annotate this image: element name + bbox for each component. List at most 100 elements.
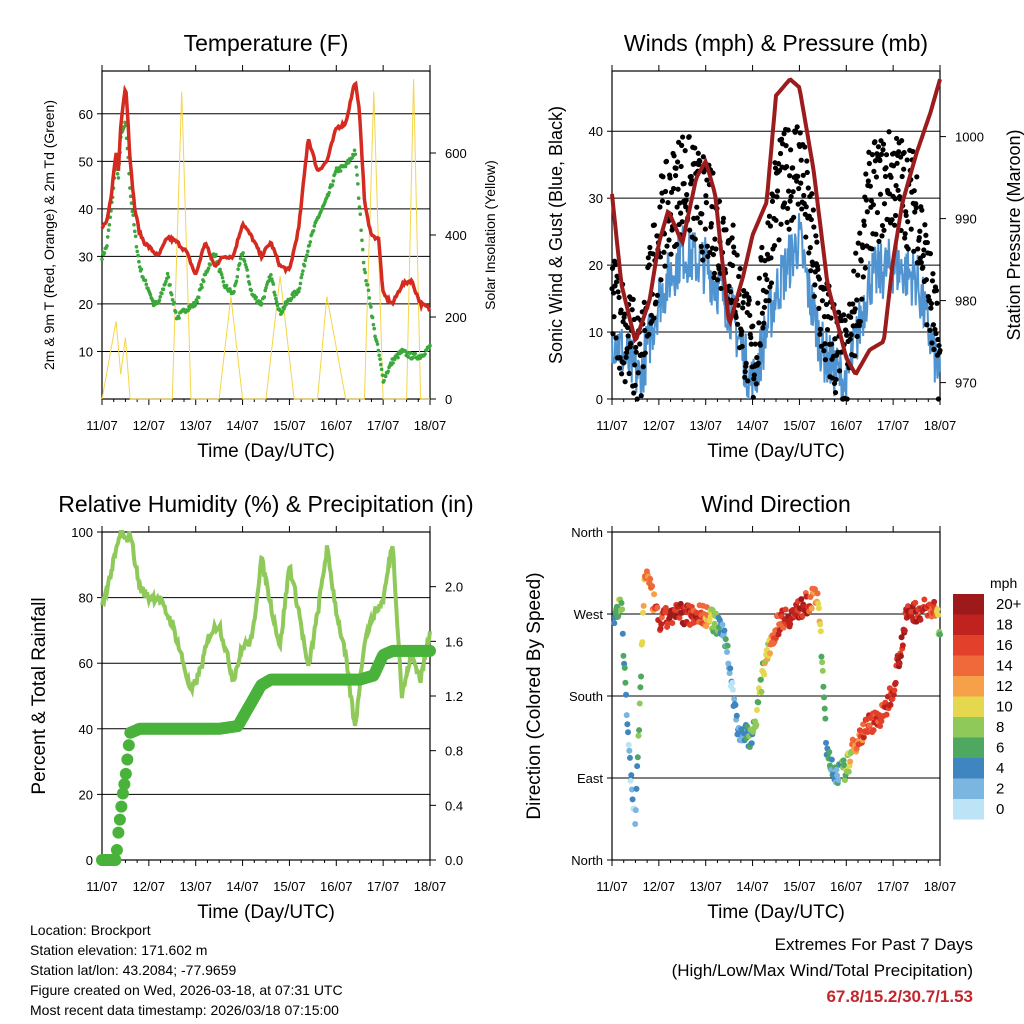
gust-point xyxy=(790,165,796,171)
x-tick-label: 11/07 xyxy=(86,879,118,894)
gust-point xyxy=(937,347,943,354)
direction-point xyxy=(870,727,877,734)
dewpoint-point xyxy=(105,244,109,248)
dewpoint-point xyxy=(361,260,366,265)
x-tick-label: 17/07 xyxy=(877,879,910,894)
direction-point xyxy=(664,620,671,627)
dewpoint-point xyxy=(219,272,224,277)
gust-point xyxy=(854,333,860,340)
y-axis-label: 2m & 9m T (Red, Orange) & 2m Td (Green) xyxy=(41,100,57,370)
dewpoint-point xyxy=(413,351,418,356)
direction-point xyxy=(847,758,854,765)
gust-point xyxy=(911,248,917,254)
gust-point xyxy=(767,223,774,229)
direction-point xyxy=(931,598,938,605)
direction-point xyxy=(758,688,765,695)
gust-point xyxy=(769,198,776,204)
x-tick-label: 13/07 xyxy=(689,879,722,894)
gust-point xyxy=(613,279,620,285)
gust-point xyxy=(935,336,941,343)
dewpoint-point xyxy=(300,272,304,277)
gust-point xyxy=(823,301,830,308)
y2-tick-label: 0.0 xyxy=(445,853,463,868)
dewpoint-point xyxy=(206,266,211,270)
direction-point xyxy=(849,736,856,743)
gust-point xyxy=(894,135,900,142)
gust-point xyxy=(704,243,710,249)
gust-point xyxy=(922,222,928,228)
gust-point xyxy=(626,370,632,377)
legend-label: 0 xyxy=(996,801,1004,818)
direction-point xyxy=(860,721,867,728)
gust-point xyxy=(662,263,668,269)
direction-point xyxy=(625,729,632,736)
gust-point xyxy=(631,390,637,396)
gust-point xyxy=(921,247,927,253)
x-tick-label: 17/07 xyxy=(877,418,910,433)
gust-point xyxy=(879,222,886,229)
direction-point xyxy=(755,699,762,706)
gust-point xyxy=(790,189,796,195)
gust-point xyxy=(831,380,838,387)
direction-point xyxy=(719,621,726,628)
dewpoint-point xyxy=(134,244,139,249)
y2-tick-label: 970 xyxy=(955,376,977,391)
dewpoint-point xyxy=(275,303,280,308)
gust-point xyxy=(633,349,639,355)
gust-point xyxy=(662,188,669,195)
gust-point xyxy=(775,161,782,167)
gust-point xyxy=(618,307,624,313)
direction-point xyxy=(640,602,647,609)
gust-point xyxy=(869,246,875,252)
gust-point xyxy=(699,249,705,255)
gust-point xyxy=(762,272,769,278)
dewpoint-point xyxy=(359,228,363,233)
gust-point xyxy=(913,201,919,207)
dewpoint-point xyxy=(195,300,199,304)
station-location: Location: Brockport xyxy=(30,922,151,938)
gust-point xyxy=(828,341,835,347)
gust-point xyxy=(824,326,831,333)
direction-point xyxy=(627,777,634,784)
direction-point xyxy=(711,620,718,627)
legend-label: 14 xyxy=(996,658,1013,675)
precip-point xyxy=(116,787,129,800)
gust-point xyxy=(697,220,703,226)
direction-point xyxy=(637,684,644,691)
gust-point xyxy=(893,183,899,189)
legend-swatch xyxy=(953,635,984,656)
direction-point xyxy=(731,695,738,702)
dewpoint-point xyxy=(274,296,278,301)
dewpoint-point xyxy=(360,238,364,243)
gust-point xyxy=(712,236,718,242)
gust-point xyxy=(854,297,860,303)
gust-point xyxy=(634,396,640,402)
y-tick-label: 40 xyxy=(79,722,93,737)
gust-point xyxy=(726,283,732,289)
gust-point xyxy=(718,285,724,292)
gust-point xyxy=(804,158,810,164)
direction-point xyxy=(620,652,627,659)
gust-point xyxy=(798,157,804,163)
dewpoint-point xyxy=(352,148,357,153)
gust-point xyxy=(750,323,756,329)
gust-point xyxy=(878,151,885,157)
dewpoint-point xyxy=(165,271,170,276)
gust-point xyxy=(677,200,683,206)
gust-point xyxy=(622,379,628,385)
direction-point xyxy=(820,683,827,690)
direction-point xyxy=(726,670,733,677)
direction-point xyxy=(636,700,643,707)
x-tick-label: 11/07 xyxy=(596,879,628,894)
y-tick-label: 0 xyxy=(596,392,603,407)
gust-point xyxy=(863,197,869,203)
dewpoint-point xyxy=(262,295,267,299)
gust-point xyxy=(699,211,705,217)
gust-point xyxy=(704,177,710,183)
x-tick-label: 15/07 xyxy=(273,879,306,894)
gust-point xyxy=(928,305,934,311)
gust-point xyxy=(729,235,735,241)
dewpoint-point xyxy=(392,357,397,362)
extremes-values: 67.8/15.2/30.7/1.53 xyxy=(826,987,973,1006)
dewpoint-point xyxy=(168,283,172,287)
